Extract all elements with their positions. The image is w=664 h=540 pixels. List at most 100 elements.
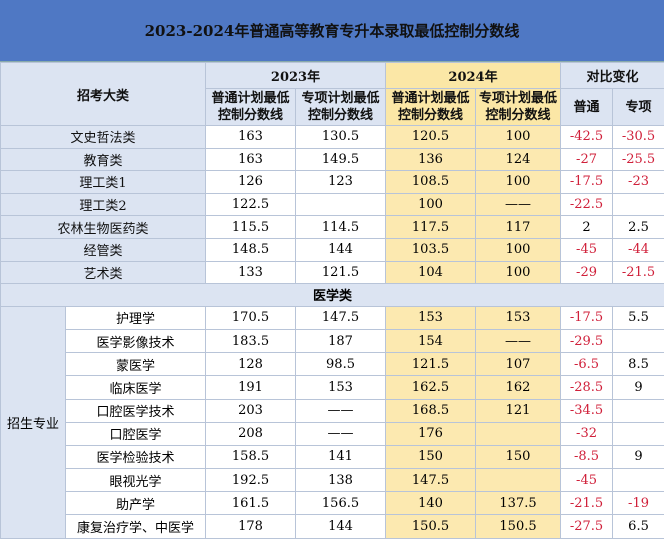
score-cell: 114.5 (295, 215, 387, 239)
score-cell: -17.5 (560, 305, 614, 330)
score-cell: 103.5 (385, 237, 477, 262)
score-cell: 147.5 (295, 305, 387, 330)
header-column: 专项 (612, 88, 664, 126)
score-cell: 140 (385, 491, 477, 516)
score-cell: -25.5 (612, 147, 664, 172)
score-cell: -23 (612, 170, 664, 194)
score-cell (612, 328, 664, 354)
score-cell: 176 (385, 421, 477, 446)
header-column: 普通计划最低控制分数线 (385, 88, 477, 126)
score-cell: 100 (385, 192, 477, 217)
score-cell: 123 (295, 170, 387, 194)
score-cell: 203 (205, 398, 297, 423)
score-cell: 153 (475, 305, 562, 330)
score-cell: 122.5 (205, 192, 297, 217)
major-name: 口腔医学 (64, 421, 207, 446)
score-cell: -44 (612, 237, 664, 262)
score-cell: 153 (385, 305, 477, 330)
score-cell: 100 (475, 260, 562, 285)
score-cell: -34.5 (560, 398, 614, 423)
score-cell: 150 (385, 444, 477, 470)
score-cell: 5.5 (612, 305, 664, 330)
major-name: 蒙医学 (64, 352, 207, 377)
category-name: 农林生物医药类 (0, 215, 207, 239)
major-name: 口腔医学技术 (64, 398, 207, 423)
major-name: 眼视光学 (64, 468, 207, 493)
score-cell: 170.5 (205, 305, 297, 330)
score-cell: 121.5 (295, 260, 387, 285)
score-cell: -22.5 (560, 192, 614, 217)
score-cell: -21.5 (560, 491, 614, 516)
score-cell: 2.5 (612, 215, 664, 239)
score-cell (295, 192, 387, 217)
score-cell: 150 (475, 444, 562, 470)
score-cell: -42.5 (560, 125, 614, 149)
header-group: 2024年 (385, 62, 562, 89)
major-name: 护理学 (64, 305, 207, 330)
score-cell: 130.5 (295, 125, 387, 149)
header-column: 普通 (560, 88, 614, 126)
score-cell: 121.5 (385, 352, 477, 377)
score-cell: 148.5 (205, 237, 297, 262)
score-cell: 100 (475, 237, 562, 262)
major-name: 康复治疗学、中医学 (64, 514, 207, 539)
score-cell (612, 398, 664, 423)
score-cell: 187 (295, 328, 387, 354)
score-cell: -45 (560, 468, 614, 493)
header-category: 招考大类 (0, 62, 207, 126)
score-cell: —— (295, 398, 387, 423)
header-group: 2023年 (205, 62, 387, 89)
category-name: 艺术类 (0, 260, 207, 285)
category-name: 教育类 (0, 147, 207, 172)
score-cell: 117 (475, 215, 562, 239)
score-cell: 120.5 (385, 125, 477, 149)
score-cell: -45 (560, 237, 614, 262)
section-label: 医学类 (0, 283, 664, 307)
score-cell: 141 (295, 444, 387, 470)
major-name: 临床医学 (64, 375, 207, 400)
score-cell: 162.5 (385, 375, 477, 400)
score-cell: —— (475, 328, 562, 354)
score-cell: 6.5 (612, 514, 664, 539)
score-cell: 133 (205, 260, 297, 285)
score-cell: -17.5 (560, 170, 614, 194)
score-cell: 117.5 (385, 215, 477, 239)
score-cell: 149.5 (295, 147, 387, 172)
score-cell: 147.5 (385, 468, 477, 493)
score-cell: 161.5 (205, 491, 297, 516)
score-cell: 9 (612, 375, 664, 400)
score-cell (612, 421, 664, 446)
score-cell: 192.5 (205, 468, 297, 493)
score-cell: 2 (560, 215, 614, 239)
score-cell: -30.5 (612, 125, 664, 149)
score-cell: 154 (385, 328, 477, 354)
score-cell: 158.5 (205, 444, 297, 470)
score-cell (475, 468, 562, 493)
score-cell: 137.5 (475, 491, 562, 516)
score-cell: 191 (205, 375, 297, 400)
score-cell: -29.5 (560, 328, 614, 354)
score-cell: -27.5 (560, 514, 614, 539)
category-name: 经管类 (0, 237, 207, 262)
score-cell: 162 (475, 375, 562, 400)
header-column: 专项计划最低控制分数线 (475, 88, 562, 126)
score-cell: 124 (475, 147, 562, 172)
score-cell: 150.5 (385, 514, 477, 539)
major-name: 医学影像技术 (64, 328, 207, 354)
score-cell: -19 (612, 491, 664, 516)
score-cell: 100 (475, 125, 562, 149)
group-label: 招生专业 (0, 305, 66, 539)
header-group: 对比变化 (560, 62, 664, 89)
score-cell: 138 (295, 468, 387, 493)
category-name: 理工类1 (0, 170, 207, 194)
score-cell: -21.5 (612, 260, 664, 285)
score-cell: -29 (560, 260, 614, 285)
score-cell: 9 (612, 444, 664, 470)
score-cell: 100 (475, 170, 562, 194)
header-column: 专项计划最低控制分数线 (295, 88, 387, 126)
score-cell: -6.5 (560, 352, 614, 377)
category-name: 文史哲法类 (0, 125, 207, 149)
score-cell: 108.5 (385, 170, 477, 194)
score-cell: 208 (205, 421, 297, 446)
